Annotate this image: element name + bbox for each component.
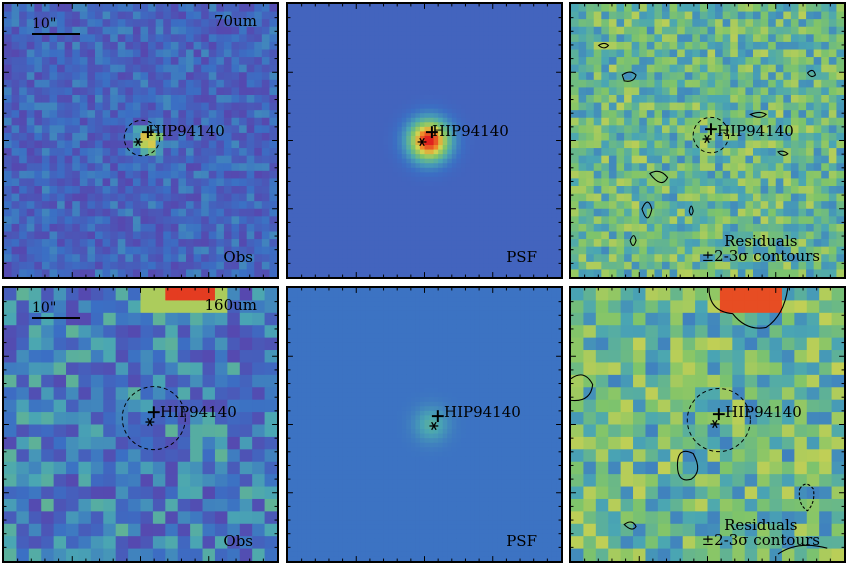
scale-bar: 10" <box>32 16 82 35</box>
source-label: HIP94140 <box>717 122 794 140</box>
psf-160um-image <box>288 288 561 561</box>
residuals-label: Residuals <box>724 515 798 534</box>
contours-label: ±2-3σ contours <box>701 531 820 550</box>
panel-corner-label: Residuals ±2-3σ contours <box>701 515 820 550</box>
axis-ticks <box>571 288 844 561</box>
obs-70um-panel: 10" 70um Obs HIP94140 <box>2 2 279 279</box>
residuals-70um-image <box>571 4 844 277</box>
sigma-contours <box>571 288 828 555</box>
source-markers <box>121 386 186 451</box>
scale-bar-line <box>32 317 80 319</box>
panel-corner-label: PSF <box>506 532 537 550</box>
pixel-grid <box>288 4 561 277</box>
source-markers <box>429 410 444 431</box>
source-markers <box>123 119 161 157</box>
axis-ticks <box>288 4 561 277</box>
pixel-grid <box>288 288 561 561</box>
source-label: HIP94140 <box>444 403 521 421</box>
residuals-160um-panel: Residuals ±2-3σ contours HIP94140 <box>569 286 846 563</box>
obs-70um-image <box>4 4 277 277</box>
panel-corner-label: Obs <box>223 248 253 266</box>
scale-bar-line <box>32 33 80 35</box>
source-label: HIP94140 <box>148 122 225 140</box>
source-label: HIP94140 <box>725 403 802 421</box>
scale-bar-label: 10" <box>32 16 57 32</box>
psf-70um-image <box>288 4 561 277</box>
source-markers <box>692 116 730 154</box>
band-label: 160um <box>204 296 257 314</box>
sigma-contours <box>597 42 817 247</box>
axis-ticks <box>4 288 277 561</box>
scale-bar-label: 10" <box>32 300 57 316</box>
axis-ticks <box>288 288 561 561</box>
source-label: HIP94140 <box>432 122 509 140</box>
psf-160um-panel: PSF HIP94140 <box>286 286 563 563</box>
source-markers <box>417 126 438 147</box>
obs-160um-panel: 10" 160um Obs HIP94140 <box>2 286 279 563</box>
axis-ticks <box>571 4 844 277</box>
pixel-grid <box>4 4 277 277</box>
psf-70um-panel: PSF HIP94140 <box>286 2 563 279</box>
residuals-70um-panel: Residuals ±2-3σ contours HIP94140 <box>569 2 846 279</box>
panel-corner-label: Residuals ±2-3σ contours <box>701 231 820 266</box>
residuals-160um-image <box>571 288 844 561</box>
scale-bar: 10" <box>32 300 82 319</box>
contours-label: ±2-3σ contours <box>701 247 820 266</box>
pixel-grid <box>571 4 844 277</box>
source-label: HIP94140 <box>160 403 237 421</box>
axis-ticks <box>4 4 277 277</box>
panel-corner-label: Obs <box>223 532 253 550</box>
obs-160um-image <box>4 288 277 561</box>
residuals-label: Residuals <box>724 231 798 250</box>
pixel-grid <box>571 288 844 561</box>
band-label: 70um <box>214 12 257 30</box>
panel-corner-label: PSF <box>506 248 537 266</box>
pixel-grid <box>4 288 277 561</box>
